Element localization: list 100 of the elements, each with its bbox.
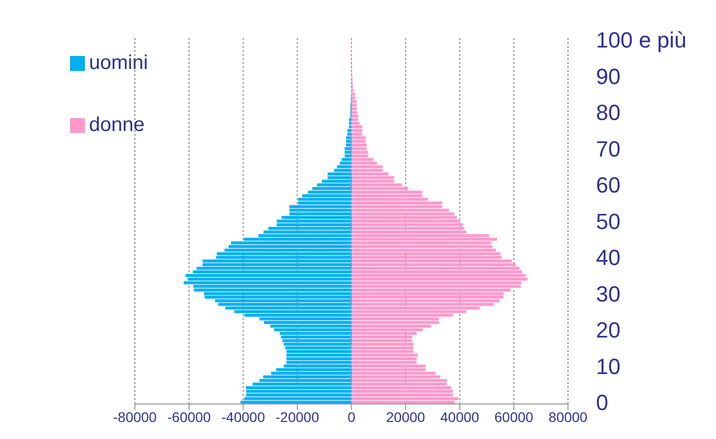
- bar: [194, 288, 352, 292]
- bar: [351, 270, 522, 274]
- bar: [284, 342, 352, 346]
- x-tick-label: 0: [348, 408, 356, 425]
- bar: [302, 194, 352, 198]
- bar: [204, 296, 352, 299]
- bar: [351, 278, 528, 281]
- bar: [351, 100, 357, 104]
- bar: [351, 263, 516, 266]
- bar: [351, 342, 414, 346]
- bar: [351, 357, 417, 360]
- y-tick-label: 80: [596, 100, 620, 126]
- bar: [351, 339, 412, 342]
- y-tick-label: 10: [596, 354, 620, 379]
- bar: [351, 165, 383, 168]
- bar: [346, 140, 352, 143]
- bar: [351, 216, 458, 219]
- bar: [351, 140, 366, 143]
- bar: [216, 252, 352, 256]
- bar: [202, 259, 352, 262]
- bar: [351, 226, 464, 230]
- bar: [351, 128, 362, 132]
- bar: [351, 379, 448, 382]
- bar: [351, 147, 367, 150]
- bar: [347, 132, 352, 136]
- bar: [346, 136, 352, 140]
- bar: [228, 244, 352, 248]
- bar: [351, 92, 356, 96]
- bar: [351, 386, 452, 390]
- bar: [231, 241, 352, 244]
- y-tick-label: 50: [596, 208, 620, 234]
- x-tick-label: -60000: [167, 408, 212, 425]
- bar: [351, 372, 436, 375]
- y-tick-label: 60: [596, 172, 620, 198]
- bar: [351, 110, 357, 114]
- x-tick-label: 60000: [494, 408, 534, 425]
- bar: [244, 397, 352, 400]
- y-tick-label: 100 e più: [596, 28, 687, 53]
- bar: [344, 150, 352, 154]
- bar: [286, 357, 352, 360]
- bar: [351, 143, 367, 146]
- bar: [347, 128, 352, 132]
- bar: [282, 339, 352, 342]
- bar: [344, 154, 352, 158]
- bar: [351, 346, 414, 350]
- x-tick-label: 20000: [386, 408, 426, 425]
- bar: [351, 382, 448, 386]
- bar: [246, 390, 352, 393]
- bar: [351, 150, 368, 154]
- bar: [351, 125, 362, 128]
- bar: [351, 220, 460, 223]
- bar: [351, 259, 512, 262]
- bar: [351, 274, 526, 277]
- bar: [312, 186, 352, 190]
- bar: [351, 158, 374, 161]
- bar: [246, 386, 352, 390]
- bar: [351, 223, 463, 226]
- x-tick-label: -20000: [276, 408, 320, 425]
- legend-label: uomini: [89, 52, 148, 74]
- bar: [340, 162, 352, 165]
- bar: [196, 266, 352, 270]
- bar: [351, 190, 422, 194]
- bar: [351, 299, 500, 302]
- bar: [351, 132, 362, 136]
- y-tick-label: 70: [596, 136, 620, 162]
- bar: [289, 208, 352, 212]
- bar: [351, 118, 358, 122]
- bar: [274, 328, 352, 332]
- bar: [289, 205, 352, 208]
- y-tick-label: 30: [596, 281, 620, 306]
- bar: [351, 238, 498, 241]
- bar: [351, 89, 354, 92]
- bar: [351, 96, 356, 100]
- bar: [281, 336, 352, 339]
- bar: [351, 212, 454, 216]
- bar: [286, 360, 352, 364]
- bar: [246, 394, 352, 397]
- bar: [351, 364, 426, 368]
- x-tick-label: -40000: [221, 408, 266, 425]
- bar: [286, 350, 352, 354]
- bar: [351, 107, 357, 110]
- bar: [276, 220, 352, 223]
- bar: [351, 252, 501, 256]
- bar: [351, 354, 418, 357]
- bar: [298, 198, 352, 201]
- y-tick-label: 90: [596, 64, 620, 89]
- bar: [351, 176, 394, 180]
- bar: [186, 274, 352, 277]
- bar: [351, 104, 357, 107]
- bar: [285, 346, 352, 350]
- bar: [351, 397, 458, 400]
- bar: [263, 375, 352, 378]
- bar: [184, 281, 352, 284]
- x-tick-label: 80000: [548, 408, 588, 425]
- x-tick-label: -80000: [113, 408, 157, 425]
- bar: [218, 302, 352, 306]
- bar: [342, 158, 352, 161]
- bar: [344, 147, 352, 150]
- bar: [351, 390, 453, 393]
- legend-label: donne: [89, 114, 145, 136]
